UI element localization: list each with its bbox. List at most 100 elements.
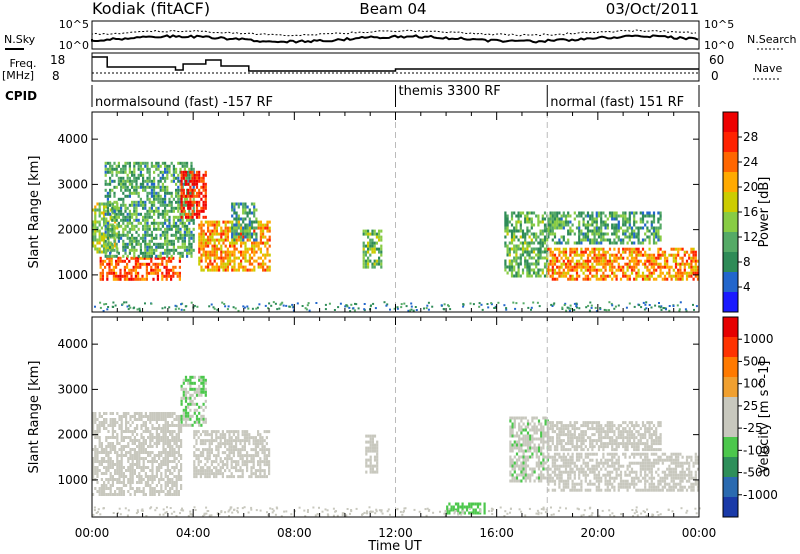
range-cell — [239, 475, 242, 479]
range-cell — [237, 268, 240, 272]
range-cell — [187, 414, 190, 418]
range-cell — [218, 247, 221, 251]
range-cell — [537, 256, 540, 260]
range-cell — [103, 460, 106, 463]
range-cell — [237, 454, 240, 458]
range-cell — [191, 393, 194, 397]
range-cell — [189, 381, 192, 385]
range-cell — [569, 250, 572, 254]
range-cell — [144, 245, 147, 249]
range-cell — [111, 254, 114, 258]
range-cell — [155, 490, 158, 493]
range-cell — [567, 256, 570, 260]
range-cell — [127, 436, 130, 439]
range-cell — [200, 393, 203, 397]
range-cell — [569, 277, 572, 281]
range-cell — [159, 185, 162, 189]
range-cell — [374, 307, 377, 310]
range-cell — [644, 253, 647, 257]
range-cell — [519, 253, 522, 257]
range-cell — [180, 215, 183, 219]
range-cell — [157, 161, 160, 165]
range-cell — [244, 211, 247, 215]
range-cell — [242, 253, 245, 257]
range-cell — [144, 248, 147, 252]
range-cell — [373, 434, 377, 438]
range-cell — [315, 302, 318, 304]
range-cell — [553, 211, 557, 215]
range-cell — [179, 227, 182, 231]
range-cell — [635, 265, 638, 269]
range-cell — [114, 463, 117, 466]
range-cell — [253, 208, 256, 212]
range-cell — [122, 233, 125, 237]
range-cell — [657, 235, 660, 239]
range-cell — [541, 241, 544, 245]
range-cell — [506, 265, 509, 269]
range-cell — [543, 262, 547, 266]
range-cell — [582, 262, 585, 266]
range-cell — [188, 209, 191, 213]
range-cell — [542, 434, 545, 438]
range-cell — [364, 253, 367, 257]
range-cell — [235, 241, 238, 245]
range-cell — [128, 251, 131, 255]
range-cell — [96, 460, 99, 463]
range-cell — [553, 452, 557, 456]
range-cell — [220, 259, 223, 263]
range-cell — [446, 511, 449, 515]
range-cell — [553, 214, 557, 218]
range-cell — [231, 241, 234, 245]
range-cell — [242, 211, 245, 215]
range-cell — [517, 262, 520, 266]
range-cell — [177, 490, 180, 493]
range-cell — [226, 448, 229, 452]
range-cell — [140, 427, 143, 430]
range-cell — [96, 475, 99, 478]
range-cell — [543, 256, 547, 260]
range-cell — [595, 256, 598, 260]
range-cell — [92, 460, 95, 463]
range-cell — [264, 223, 267, 227]
range-cell — [105, 472, 108, 475]
range-cell — [177, 161, 180, 165]
range-cell — [169, 442, 172, 445]
range-cell — [650, 232, 653, 236]
range-cell — [134, 268, 137, 272]
range-cell — [659, 217, 662, 221]
range-cell — [650, 259, 653, 263]
range-cell — [257, 439, 260, 443]
range-cell — [263, 451, 266, 455]
range-cell — [161, 200, 164, 204]
range-cell — [367, 229, 370, 233]
range-cell — [153, 478, 156, 481]
range-cell — [237, 217, 240, 221]
range-cell — [580, 265, 583, 269]
range-cell — [558, 452, 561, 456]
range-cell — [600, 253, 603, 257]
range-cell — [101, 259, 104, 263]
range-cell — [529, 467, 532, 471]
range-cell — [591, 232, 594, 236]
range-cell — [111, 436, 114, 439]
range-cell — [683, 262, 686, 266]
range-cell — [111, 484, 114, 487]
range-cell — [128, 215, 131, 219]
range-cell — [513, 422, 516, 426]
range-cell — [573, 265, 576, 269]
range-cell — [153, 200, 156, 204]
range-cell — [262, 229, 265, 233]
range-cell — [624, 262, 627, 266]
range-cell — [181, 254, 184, 258]
range-cell — [586, 253, 590, 257]
range-cell — [110, 268, 113, 272]
range-cell — [604, 220, 607, 224]
range-cell — [112, 265, 115, 269]
range-cell — [584, 262, 587, 266]
range-cell — [526, 247, 529, 251]
range-cell — [103, 250, 106, 254]
range-cell — [202, 375, 205, 379]
range-cell — [164, 248, 167, 252]
range-cell — [226, 253, 229, 257]
range-cell — [650, 262, 653, 266]
